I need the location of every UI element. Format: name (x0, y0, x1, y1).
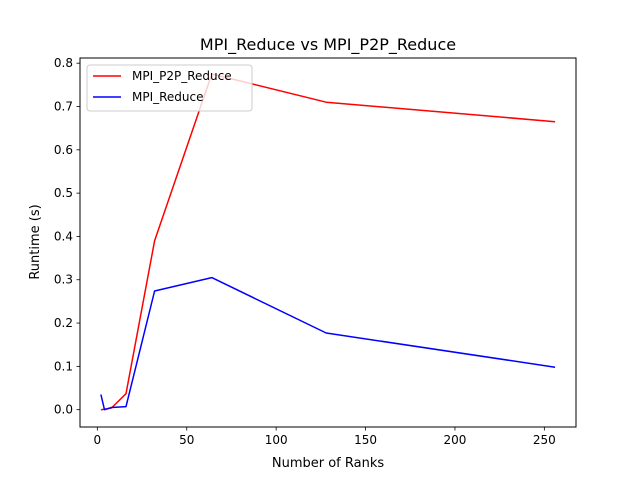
y-axis-label: Runtime (s) (28, 204, 43, 279)
y-tick-label: 0.2 (54, 316, 73, 330)
y-tick-label: 0.1 (54, 359, 73, 373)
y-tick-label: 0.4 (54, 229, 73, 243)
legend: MPI_P2P_Reduce MPI_Reduce (86, 64, 253, 112)
series-line-mpi-reduce (100, 276, 556, 411)
legend-label: MPI_Reduce (132, 90, 204, 104)
y-tick-label: 0.0 (54, 403, 73, 417)
x-tick-label: 0 (94, 433, 102, 447)
x-tick-label: 200 (443, 433, 466, 447)
legend-box (86, 64, 253, 112)
x-tick-label: 50 (179, 433, 194, 447)
legend-label: MPI_P2P_Reduce (132, 69, 232, 83)
x-axis-ticks: 0 50 100 150 200 250 (94, 427, 556, 447)
y-tick-label: 0.7 (54, 100, 73, 114)
plot-frame (79, 57, 577, 428)
plot-area (100, 73, 556, 411)
x-tick-label: 250 (533, 433, 556, 447)
x-tick-label: 150 (354, 433, 377, 447)
chart-title: MPI_Reduce vs MPI_P2P_Reduce (200, 35, 456, 55)
y-axis-ticks: 0.0 0.1 0.2 0.3 0.4 0.5 0.6 0.7 0.8 (54, 56, 80, 417)
x-axis-label: Number of Ranks (272, 456, 384, 471)
y-tick-label: 0.5 (54, 186, 73, 200)
y-tick-label: 0.6 (54, 143, 73, 157)
y-tick-label: 0.3 (54, 273, 73, 287)
x-tick-label: 100 (265, 433, 288, 447)
y-tick-label: 0.8 (54, 56, 73, 70)
